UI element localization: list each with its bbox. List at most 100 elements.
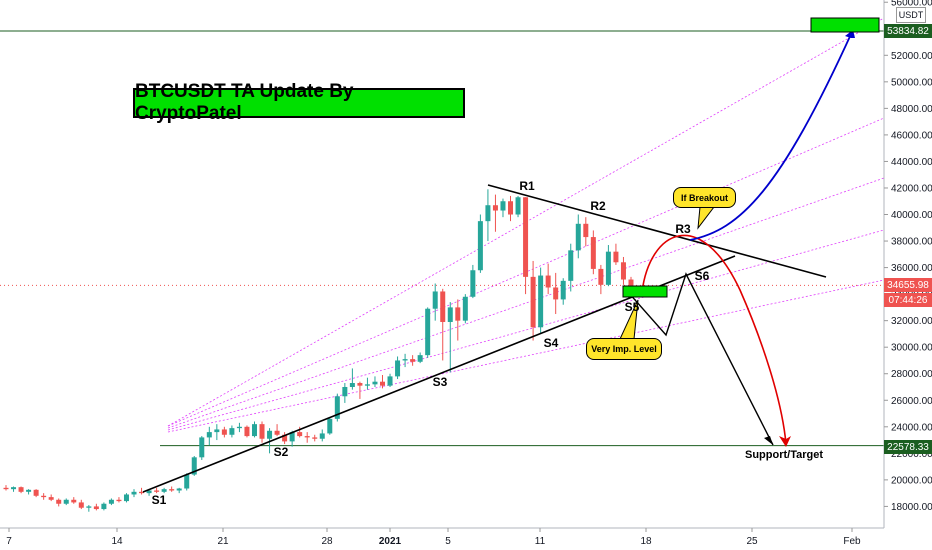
fan-line [167,279,885,433]
candle [515,195,521,218]
candle [191,455,197,476]
target-price-tag: 53834.82 [884,24,932,38]
candle [395,356,401,380]
candle [139,487,145,495]
candle [485,189,491,242]
candle-body [86,506,92,508]
price-tick-label: 52000.00 [891,51,932,62]
candle-body [251,424,257,437]
candle [116,497,122,503]
time-tick-label: 5 [445,536,451,547]
candle [334,393,340,422]
candle-body [357,383,363,386]
price-tick-label: 42000.00 [891,183,932,194]
point-labels: S1 S2 S3 S4 S5 S6 R1 R2 R3 [152,179,710,507]
candle-body [425,308,431,356]
candle [63,498,69,506]
price-tick-label: 48000.00 [891,104,932,115]
candle-body [440,291,446,322]
candle-body [48,497,54,500]
time-tick-label: 11 [535,536,546,547]
candle [48,494,54,502]
candle [161,487,167,494]
candle [440,288,446,361]
candle-body [139,491,145,494]
candle [432,283,438,321]
time-tick-label: 2021 [379,536,402,547]
candle-body [18,487,24,492]
candle-body [477,221,483,271]
candle [108,498,114,506]
candle [297,426,303,438]
time-tick-label: 25 [746,536,758,547]
candle [417,352,423,364]
candle-body [108,499,114,504]
candle [282,432,288,445]
candle [221,426,227,438]
candle [387,373,393,387]
candle-body [267,430,273,439]
candle-body [380,381,385,386]
time-tick-label: 28 [321,536,333,547]
candle-body [530,276,536,328]
candle [199,436,205,460]
price-tick-label: 44000.00 [891,157,932,168]
candle-body [214,429,220,433]
candle-body [236,426,242,429]
price-tick-label: 18000.00 [891,502,932,513]
candle-body [169,489,175,491]
candle [402,353,408,368]
candle [508,195,514,222]
candle-body [146,490,152,494]
candle-body [410,359,416,362]
candle [244,425,250,438]
candle-body [101,503,107,510]
candle [447,302,453,373]
candle [327,417,333,435]
candle [304,432,310,443]
candle-body [221,429,227,435]
price-tick-label: 22000.00 [891,449,932,460]
candle [184,473,190,491]
projection-path [627,272,774,446]
candle [500,198,506,218]
price-tick-label: 36000.00 [891,263,932,274]
price-tick-label: 28000.00 [891,369,932,380]
price-tick-label: 56000.00 [891,0,932,9]
candle-body [63,499,69,504]
candle [492,194,498,232]
candle-body [116,499,122,502]
candle [33,489,39,498]
candle-body [515,197,521,215]
candle-body [447,307,453,322]
candle-body [508,201,514,215]
candle [372,376,378,387]
target-box [810,17,880,33]
candle [410,355,416,366]
candle [274,424,280,437]
candle-body [598,268,604,285]
point-label-s3: S3 [433,375,448,389]
price-tick-label: 32000.00 [891,316,932,327]
candle [206,426,212,446]
candle-body [56,499,62,504]
candle [470,264,476,299]
price-tick-label: 24000.00 [891,422,932,433]
candle-body [545,275,551,288]
price-tick-label: 46000.00 [891,130,932,141]
price-tick-label: 50000.00 [891,77,932,88]
candle-body [71,499,77,503]
candle [319,429,325,442]
candle [101,502,107,511]
candle [538,267,544,334]
candle [560,278,566,305]
point-label-r1: R1 [519,179,535,193]
price-tick-label: 26000.00 [891,396,932,407]
candle-body [432,291,438,309]
currency-unit-label[interactable]: USDT [896,7,926,23]
candle-body [334,396,340,419]
candle [462,294,468,324]
candle [553,272,559,315]
breakdown-curve [641,234,787,445]
time-tick-label: Feb [843,536,861,547]
